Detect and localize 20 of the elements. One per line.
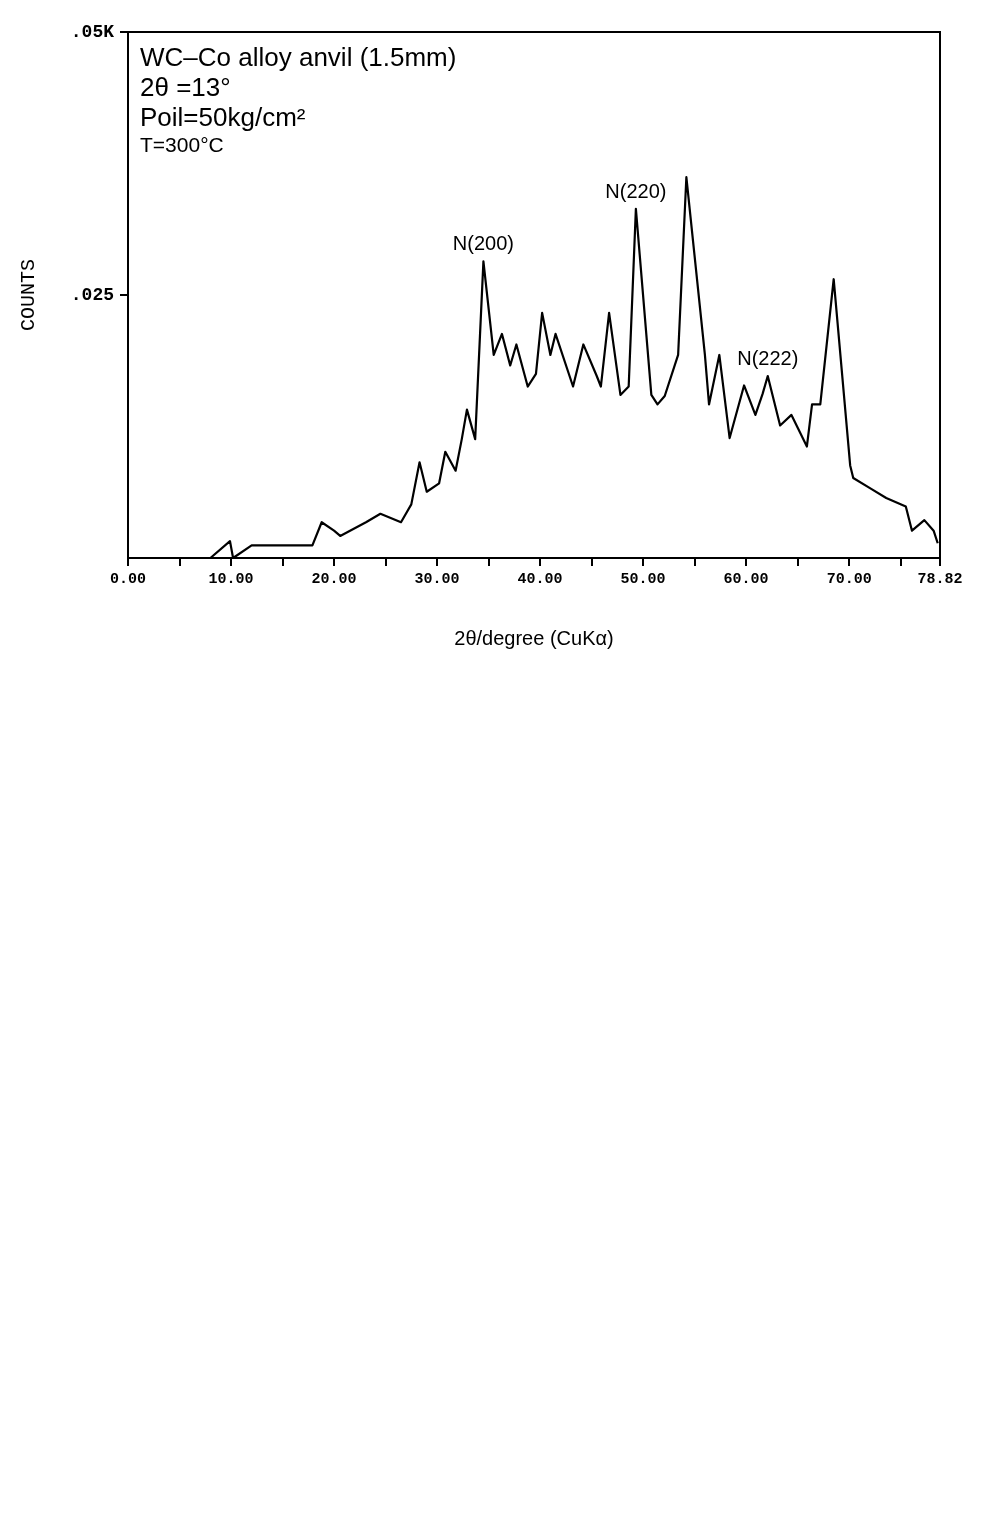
x-tick-label: 40.00 bbox=[517, 571, 563, 588]
annotation: 2θ =13° bbox=[140, 72, 231, 102]
x-tick-label: 20.00 bbox=[311, 571, 357, 588]
y-tick-label: .025 bbox=[70, 285, 114, 305]
x-tick-label: 50.00 bbox=[620, 571, 666, 588]
x-tick-label: 70.00 bbox=[826, 571, 872, 588]
annotation: N(200) bbox=[452, 232, 514, 255]
annotation: N(220) bbox=[605, 179, 667, 202]
chart-title: WC–Co alloy anvil (1.5mm) bbox=[140, 42, 457, 72]
annotation: N(222) bbox=[737, 347, 799, 369]
x-tick-label: 30.00 bbox=[414, 571, 460, 588]
x-tick-label: 0.00 bbox=[109, 571, 147, 588]
x-axis-title: 2θ/degree (CuKα) bbox=[454, 627, 614, 649]
x-tick-label: 78.82 bbox=[917, 571, 963, 588]
y-axis-title: COUNTS bbox=[16, 258, 40, 332]
y-tick-label: .05K bbox=[70, 22, 115, 42]
x-tick-label: 60.00 bbox=[723, 571, 769, 588]
annotation: Poil=50kg/cm² bbox=[140, 102, 306, 132]
x-tick-label: 10.00 bbox=[208, 571, 254, 588]
annotation: T=300°C bbox=[140, 133, 224, 156]
